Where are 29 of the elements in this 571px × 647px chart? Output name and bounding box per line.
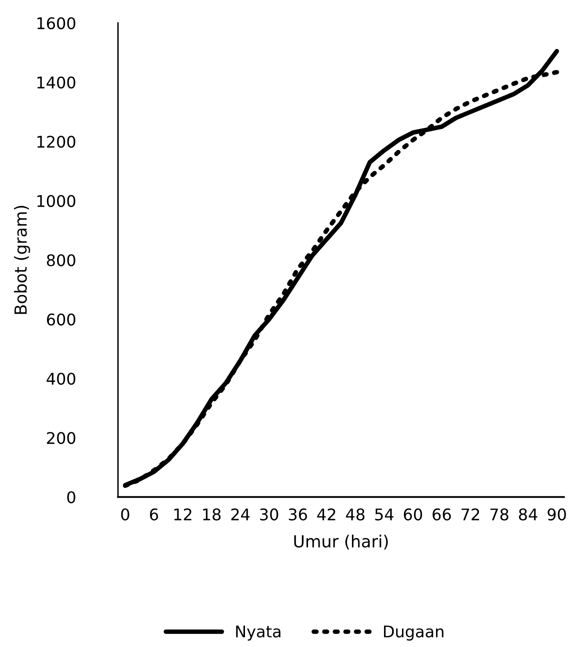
x-tick-label: 36 — [288, 508, 307, 520]
y-tick-label: 0 — [67, 491, 76, 504]
x-tick-label: 12 — [174, 508, 192, 520]
y-tick-label: 800 — [46, 254, 76, 266]
x-tick-label: 78 — [490, 508, 508, 520]
y-tick-label: 600 — [46, 313, 76, 326]
y-tick-label: 1400 — [37, 76, 76, 89]
x-tick-label: 48 — [346, 508, 364, 520]
y-axis-title: Bobot (gram) — [14, 206, 30, 314]
x-tick-label: 18 — [203, 508, 221, 520]
y-tick-label: 1000 — [37, 194, 76, 208]
legend-label: Dugaan — [384, 626, 444, 641]
y-tick-label: 1200 — [37, 136, 76, 148]
y-tick-label: 1600 — [37, 17, 76, 30]
x-tick-label: 30 — [260, 508, 278, 520]
x-tick-label: 54 — [375, 508, 394, 520]
x-tick-label: 24 — [231, 508, 250, 520]
x-tick-label: 42 — [317, 508, 336, 520]
x-tick-label: 72 — [462, 508, 480, 520]
x-tick-label: 66 — [432, 508, 451, 520]
x-tick-label: 0 — [121, 508, 130, 520]
x-tick-label: 84 — [518, 508, 538, 520]
y-tick-label: 200 — [47, 432, 76, 444]
legend-label: Nyata — [236, 626, 280, 641]
x-tick-label: 60 — [404, 508, 422, 520]
x-axis-title: Umur (hari) — [294, 534, 388, 550]
y-tick-label: 400 — [46, 372, 76, 385]
x-tick-label: 90 — [548, 508, 566, 520]
x-tick-label: 6 — [150, 508, 158, 520]
